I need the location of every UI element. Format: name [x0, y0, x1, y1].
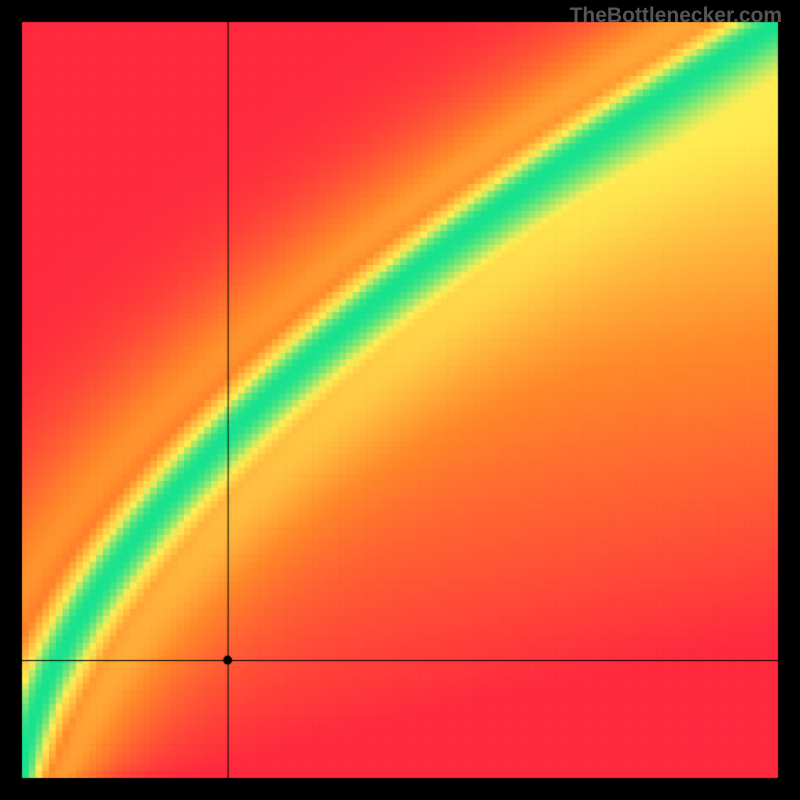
watermark-text: TheBottlenecker.com: [570, 4, 782, 28]
heatmap-plot: [0, 0, 800, 800]
